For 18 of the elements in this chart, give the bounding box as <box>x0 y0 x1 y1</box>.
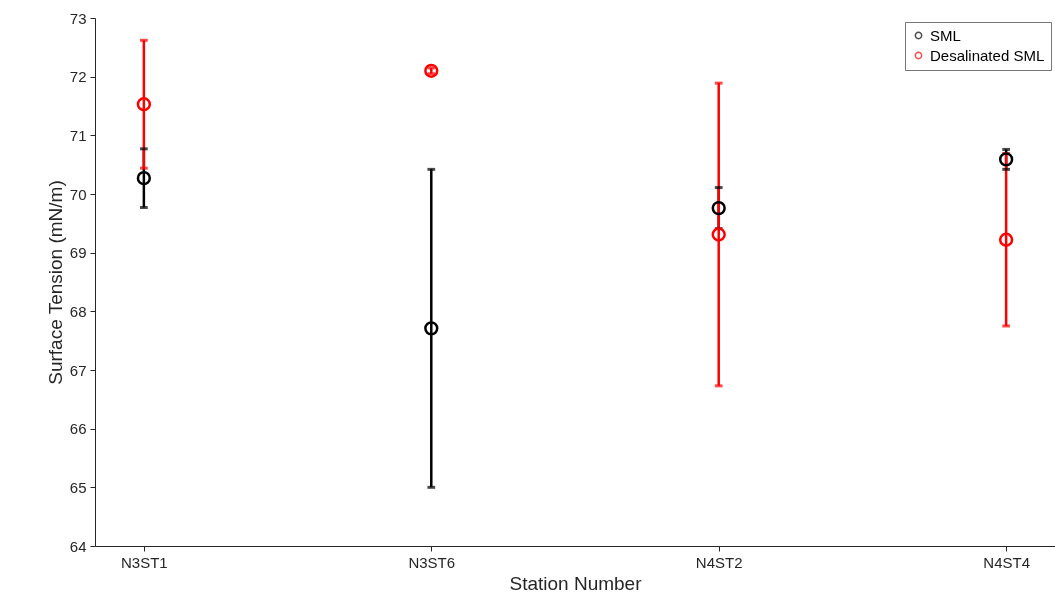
y-tick-label: 67 <box>69 361 87 379</box>
y-tick-label: 70 <box>69 185 87 203</box>
y-tick-label: 69 <box>69 244 87 262</box>
x-axis-title: Station Number <box>509 572 643 594</box>
y-tick-label: 72 <box>69 68 87 86</box>
y-tick-label: 64 <box>69 537 87 555</box>
legend-label: SML <box>930 26 961 44</box>
x-tick-label: N3ST6 <box>408 553 456 571</box>
y-tick-label: 66 <box>69 420 87 438</box>
y-tick-label: 71 <box>69 126 87 144</box>
x-tick-label: N3ST1 <box>121 553 168 571</box>
y-tick-label: 68 <box>69 302 87 320</box>
x-tick-label: N4ST2 <box>695 553 743 571</box>
legend-label: Desalinated SML <box>930 46 1045 64</box>
x-tick-label: N4ST4 <box>983 553 1030 571</box>
y-axis-title: Surface Tension (mN/m) <box>44 180 66 385</box>
y-tick-label: 73 <box>69 9 87 27</box>
y-tick-label: 65 <box>69 478 87 496</box>
